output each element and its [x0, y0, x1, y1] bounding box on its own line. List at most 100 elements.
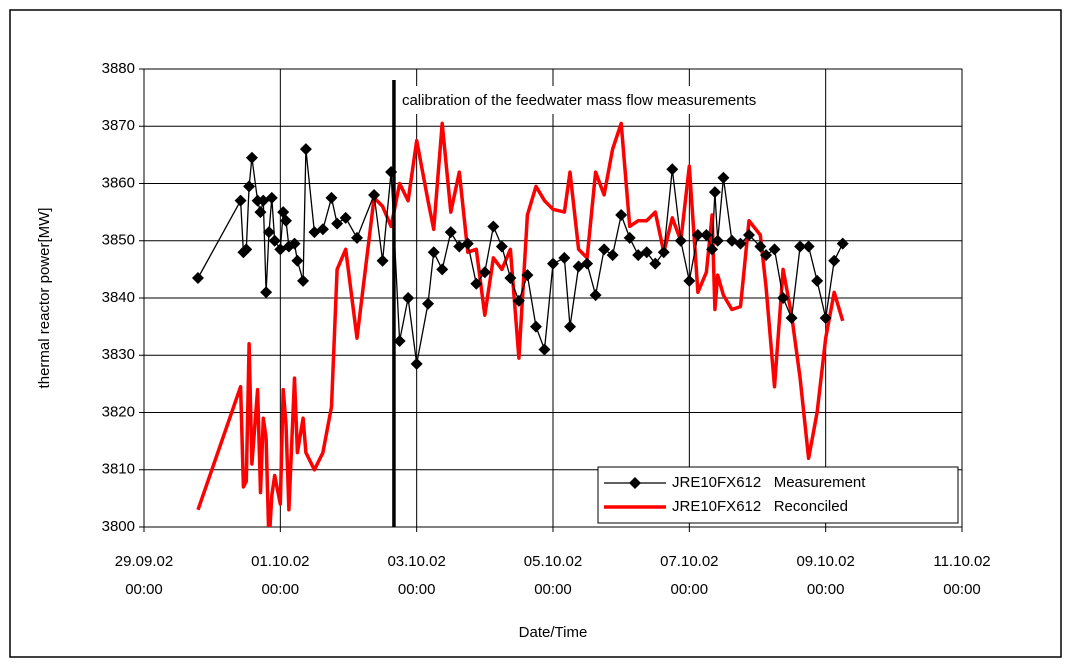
data-point: [657, 246, 670, 259]
data-point: [742, 229, 755, 242]
data-point: [393, 334, 406, 347]
data-point: [422, 297, 435, 310]
data-point: [691, 229, 704, 242]
data-point: [711, 234, 724, 247]
x-tick-label: 07.10.02 00:00: [660, 553, 719, 598]
data-point: [191, 271, 204, 284]
data-point: [589, 289, 602, 302]
data-point: [538, 343, 551, 356]
series-line: [196, 121, 845, 527]
data-point: [402, 292, 415, 304]
data-point: [706, 243, 719, 256]
data-point: [598, 243, 611, 256]
data-point: [331, 217, 344, 230]
x-tick-label: 11.10.02 00:00: [933, 553, 991, 598]
data-point: [234, 194, 247, 207]
data-point: [299, 143, 312, 156]
x-tick-label: 29.09.02 00:00: [114, 553, 174, 598]
legend-label: JRE10FX612 Reconciled: [672, 498, 848, 515]
y-tick-label: 3850: [102, 232, 135, 249]
y-tick-label: 3810: [102, 461, 135, 478]
data-point: [606, 249, 619, 262]
data-point: [291, 254, 304, 267]
data-point: [410, 357, 423, 370]
data-point: [717, 171, 730, 184]
data-point: [802, 240, 815, 253]
data-point: [754, 240, 767, 253]
data-point: [734, 237, 747, 250]
legend-marker: [629, 477, 641, 489]
data-point: [254, 206, 267, 219]
data-point: [478, 266, 491, 279]
x-tick-label: 03.10.02 00:00: [387, 553, 446, 598]
data-point: [811, 274, 824, 287]
x-tick-label: 01.10.02 00:00: [251, 553, 310, 598]
data-point: [288, 237, 301, 250]
data-point: [708, 186, 721, 199]
annotation-bg: [396, 86, 742, 114]
data-point: [674, 234, 687, 247]
data-point: [760, 249, 773, 262]
data-point: [547, 257, 559, 270]
data-point: [828, 254, 841, 267]
data-point: [268, 234, 281, 247]
data-point: [512, 294, 525, 307]
data-point: [649, 257, 662, 270]
data-point: [666, 163, 679, 176]
data-point: [683, 274, 696, 287]
data-point: [280, 214, 293, 227]
plot-series: [191, 121, 849, 527]
data-point: [558, 251, 571, 264]
y-tick-label: 3800: [102, 518, 135, 535]
data-point: [521, 269, 534, 282]
y-tick-label: 3860: [102, 174, 135, 191]
data-point: [564, 320, 577, 333]
data-point: [444, 226, 457, 239]
data-point: [470, 277, 483, 290]
y-tick-label: 3840: [102, 289, 135, 306]
data-point: [245, 151, 258, 164]
data-point: [487, 220, 500, 233]
data-point: [339, 211, 352, 224]
data-point: [777, 292, 790, 304]
data-point: [581, 257, 594, 270]
data-point: [262, 226, 275, 239]
data-point: [351, 231, 364, 244]
data-point: [243, 180, 256, 193]
data-point: [427, 246, 440, 259]
data-point: [495, 240, 508, 253]
x-tick-label: 09.10.02 00:00: [796, 553, 855, 598]
data-point: [376, 254, 389, 267]
data-point: [623, 231, 636, 244]
x-axis-label: Date/Time: [519, 624, 588, 641]
data-point: [819, 312, 832, 325]
data-point: [768, 243, 781, 256]
data-point: [785, 312, 798, 325]
data-point: [794, 240, 807, 253]
data-point: [436, 263, 449, 276]
data-point: [615, 208, 628, 221]
data-point: [325, 191, 338, 204]
data-point: [461, 237, 474, 250]
data-point: [700, 229, 713, 242]
data-point: [504, 271, 517, 284]
data-point: [316, 223, 329, 236]
legend-label: JRE10FX612 Measurement: [672, 474, 866, 491]
y-axis-label: thermal reactor power[MW]: [36, 208, 53, 389]
data-point: [297, 274, 310, 287]
legend-box: [597, 466, 959, 524]
y-tick-label: 3820: [102, 403, 135, 420]
data-point: [640, 246, 653, 259]
data-point: [240, 243, 253, 256]
x-tick-label: 05.10.02 00:00: [523, 553, 583, 598]
y-tick-label: 3830: [102, 346, 135, 363]
data-point: [836, 237, 849, 250]
y-tick-label: 3870: [102, 117, 135, 134]
annotation: calibration of the feedwater mass flow m…: [402, 92, 756, 109]
data-point: [265, 191, 278, 204]
y-tick-label: 3880: [102, 60, 135, 77]
data-point: [260, 286, 273, 299]
data-point: [368, 188, 381, 201]
